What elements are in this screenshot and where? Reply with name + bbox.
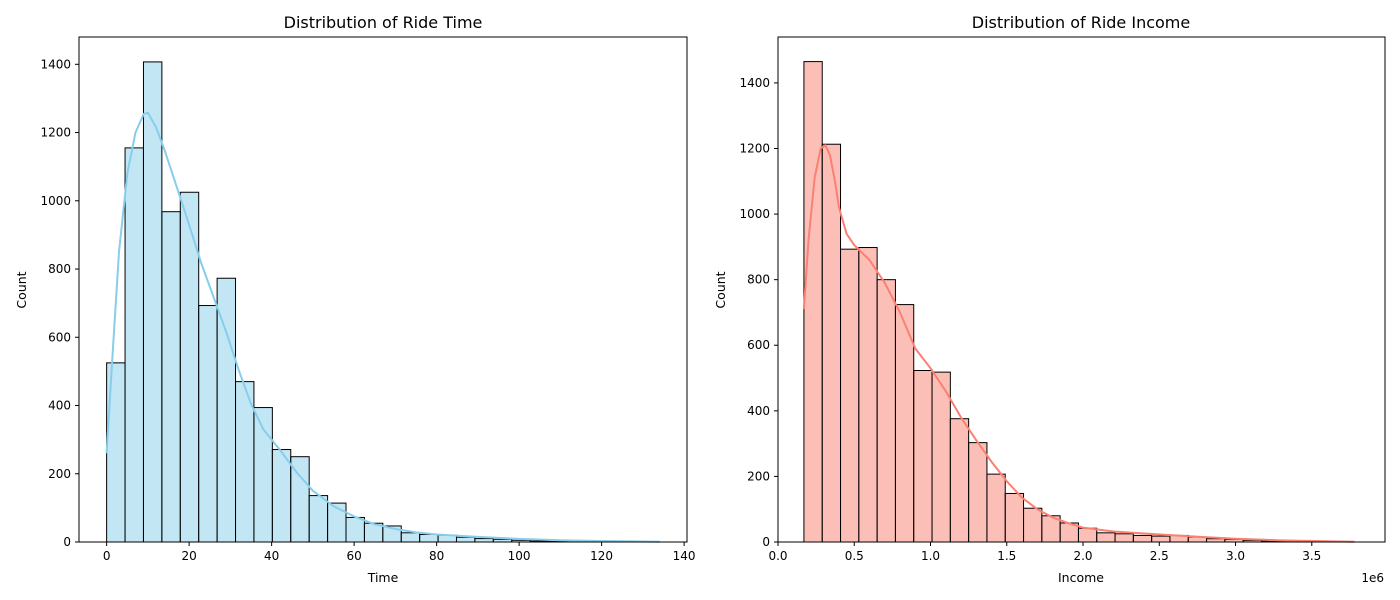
- histogram-bar: [455, 536, 476, 543]
- x-tick-label: 2.5: [1150, 549, 1169, 563]
- y-tick-label: 200: [48, 467, 71, 481]
- kde-layer: [802, 144, 1355, 543]
- x-tick-label: 40: [264, 549, 279, 563]
- y-tick-label: 200: [747, 469, 770, 483]
- chart-title: Distribution of Ride Income: [972, 13, 1190, 32]
- x-tick-label: 0: [103, 549, 111, 563]
- y-tick-label: 1400: [40, 57, 71, 71]
- x-tick-label: 0.5: [845, 549, 864, 563]
- y-tick-label: 600: [48, 330, 71, 344]
- histogram-bar: [913, 369, 933, 543]
- y-tick-label: 400: [747, 404, 770, 418]
- histogram-bar: [1096, 532, 1116, 543]
- histogram-bar: [1004, 492, 1025, 543]
- income-histogram-chart: Distribution of Ride Income 0.0 0.5 1.0 1.5…: [713, 13, 1386, 585]
- y-tick-label: 800: [747, 273, 770, 287]
- y-tick-label: 600: [747, 338, 770, 352]
- histogram-bar: [400, 532, 421, 543]
- x-tick-label: 2.0: [1073, 549, 1092, 563]
- y-tick-label: 1200: [40, 126, 71, 140]
- histogram-bar: [986, 473, 1006, 543]
- y-tick-label: 400: [48, 399, 71, 413]
- histogram-bar: [858, 247, 878, 543]
- y-tick-label: 1000: [40, 194, 71, 208]
- x-tick-label: 1.0: [921, 549, 940, 563]
- histogram-bar: [161, 211, 181, 543]
- histogram-bar: [308, 495, 329, 543]
- y-axis-label: Count: [14, 271, 29, 308]
- x-tick-label: 120: [590, 549, 613, 563]
- histogram-bar: [216, 277, 237, 543]
- histogram-bar: [876, 279, 896, 543]
- histogram-bar: [1132, 534, 1153, 543]
- x-tick-label: 60: [346, 549, 361, 563]
- kde-line: [105, 111, 660, 543]
- histogram-bar: [419, 533, 439, 543]
- x-offset-label: 1e6: [1361, 571, 1384, 585]
- x-tick-label: 140: [673, 549, 696, 563]
- histogram-bar: [1023, 507, 1043, 543]
- axes-layer: 0.0 0.5 1.0 1.5 2.0 2.5 3.0 3.5 0 200 400 600 800 100…: [739, 76, 1321, 563]
- histogram-bar: [198, 305, 218, 543]
- histogram-bar: [968, 442, 988, 543]
- histogram-bar: [803, 61, 823, 543]
- axes-layer: 0 20 40 60 80 100 120 1400200400600800100012001…: [40, 57, 695, 563]
- x-axis-label: Income: [1058, 570, 1104, 585]
- y-tick-label: 800: [48, 262, 71, 276]
- histogram-bar: [106, 362, 126, 543]
- y-tick-label: 1400: [739, 76, 770, 90]
- histogram-bar: [1114, 533, 1134, 543]
- x-tick-label: 100: [508, 549, 531, 563]
- bars-layer: [106, 61, 660, 543]
- y-tick-label: 1000: [739, 207, 770, 221]
- chart-title: Distribution of Ride Time: [284, 13, 483, 32]
- x-tick-label: 1.5: [997, 549, 1016, 563]
- histogram-bar: [1151, 535, 1171, 543]
- y-axis-label: Count: [713, 271, 728, 308]
- time-histogram-chart: Distribution of Ride Time 0 20 40 60 80 100 12…: [14, 13, 696, 585]
- y-tick-label: 0: [63, 535, 71, 549]
- x-tick-label: 3.0: [1226, 549, 1245, 563]
- x-tick-label: 0.0: [768, 549, 787, 563]
- histogram-bar: [124, 147, 144, 543]
- kde-line: [802, 144, 1355, 543]
- y-tick-label: 1200: [739, 141, 770, 155]
- kde-layer: [105, 111, 660, 543]
- x-axis-label: Time: [367, 570, 399, 585]
- histogram-bar: [1077, 527, 1098, 543]
- x-tick-label: 20: [181, 549, 196, 563]
- histogram-bar: [840, 248, 860, 543]
- histogram-bar: [949, 418, 970, 543]
- plot-frame: [777, 36, 1386, 543]
- histogram-bar: [474, 538, 494, 543]
- histogram-bar: [271, 449, 292, 543]
- x-tick-label: 80: [429, 549, 444, 563]
- histogram-bar: [345, 516, 365, 543]
- y-tick-label: 0: [762, 535, 770, 549]
- histogram-bar: [931, 371, 951, 543]
- plot-frame: [78, 36, 688, 543]
- x-tick-label: 3.5: [1302, 549, 1321, 563]
- bars-layer: [803, 61, 1354, 543]
